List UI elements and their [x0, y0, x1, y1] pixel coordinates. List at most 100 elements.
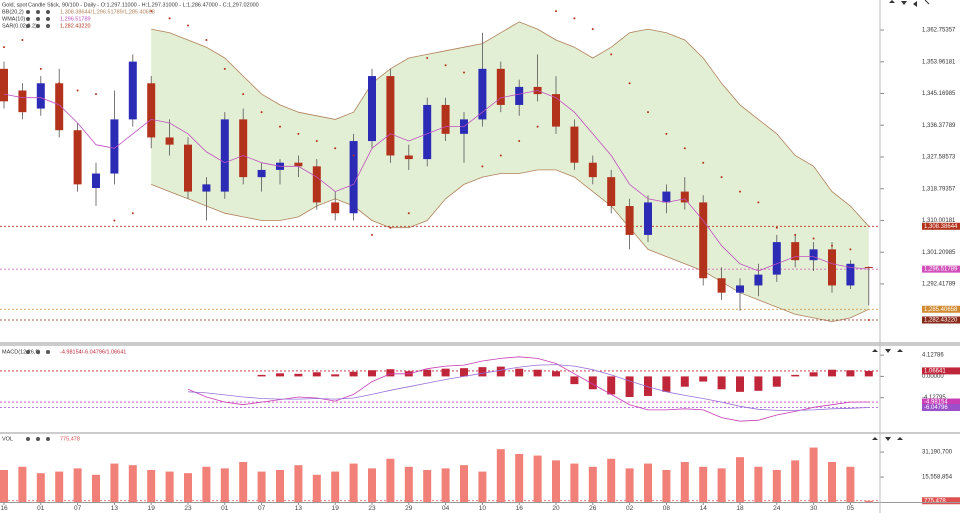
settings-button[interactable]: [46, 437, 50, 441]
x-tick-label: 07: [74, 505, 82, 512]
macd-histogram-bar: [680, 376, 689, 387]
restore-button[interactable]: [913, 1, 917, 7]
macd-histogram-bar: [588, 376, 597, 390]
toolbar: [872, 0, 930, 441]
candle-body: [515, 86, 524, 105]
legend-label: Gold, spot: [2, 2, 28, 8]
remove-button[interactable]: [36, 437, 40, 441]
x-tick-label: 23: [368, 505, 376, 512]
sar-dot: [536, 125, 539, 128]
candle-body: [349, 141, 358, 214]
remove-button[interactable]: [36, 17, 40, 21]
x-tick-label: 16: [516, 505, 524, 512]
x-tick-label: 04: [442, 505, 450, 512]
sar-dot: [3, 46, 5, 49]
macd-histogram-bar: [515, 368, 524, 377]
sar-dot: [573, 17, 576, 20]
marker-box: [922, 398, 960, 406]
macd-histogram-bar: [570, 376, 579, 385]
sar-dot: [610, 53, 613, 56]
volume-bar: [257, 471, 266, 502]
candle-body: [680, 191, 689, 203]
sar-dot: [205, 38, 208, 41]
sar-dot: [481, 165, 484, 168]
sar-dot: [223, 67, 226, 70]
sar-dot: [867, 318, 870, 321]
move-up-button[interactable]: [889, 0, 895, 3]
volume-bar: [736, 457, 744, 502]
macd-histogram-bar: [257, 374, 266, 377]
x-tick-label: 19: [332, 505, 340, 512]
sar-dot: [849, 248, 852, 251]
macd-line: [187, 356, 869, 422]
candle-body: [717, 278, 726, 293]
move-down-button[interactable]: [901, 1, 907, 5]
vol-toolbar[interactable]: [872, 437, 903, 441]
volume-bar: [202, 466, 211, 502]
macd-histogram-bar: [533, 369, 542, 377]
candle-body: [772, 242, 781, 275]
y-tick-label: 1,327.58573: [922, 155, 956, 161]
sar-dot: [775, 226, 778, 229]
sar-dot: [389, 226, 392, 229]
macd-toolbar[interactable]: [872, 349, 903, 353]
volume-bar: [349, 463, 358, 502]
marker-box: [922, 316, 960, 324]
macd-histogram-bar: [441, 368, 450, 377]
candle-body: [662, 191, 671, 203]
macd-histogram-bar: [717, 376, 726, 390]
eye-button[interactable]: [26, 24, 30, 28]
macd-histogram-bar: [294, 373, 303, 377]
candle-body: [202, 184, 211, 192]
legend-value: 1,296.51789: [60, 16, 91, 22]
volume-bar: [147, 469, 156, 502]
bollinger-lower: [151, 169, 869, 323]
sar-dot: [131, 212, 134, 215]
bollinger-upper: [151, 21, 870, 227]
macd-histogram-bar: [423, 369, 432, 377]
candle-body: [0, 68, 8, 102]
eye-button[interactable]: [26, 10, 30, 14]
volume-bar: [220, 468, 229, 502]
sar-dot: [76, 89, 79, 92]
eye-button[interactable]: [26, 437, 30, 441]
remove-button[interactable]: [36, 10, 40, 14]
sar-dot: [628, 82, 631, 85]
volume-bar: [552, 460, 560, 502]
x-tick-label: 19: [148, 505, 156, 512]
legend-value: 775,478: [60, 436, 80, 442]
sar-dot: [21, 38, 24, 41]
candle-body: [239, 119, 248, 178]
macd-histogram-bar: [552, 371, 560, 377]
legend: Gold, spot Candle Stick, 90/100 - Daily -…: [2, 2, 259, 442]
eye-button[interactable]: [26, 17, 30, 21]
settings-button[interactable]: [46, 24, 50, 28]
volume-bar: [386, 458, 395, 502]
volume-bar: [92, 474, 100, 502]
settings-button[interactable]: [46, 350, 50, 354]
sar-dot: [58, 82, 61, 85]
x-tick-label: 29: [405, 505, 413, 512]
macd-histogram-bar: [478, 367, 487, 377]
settings-button[interactable]: [46, 10, 50, 14]
candle-body: [331, 202, 340, 214]
y-tick-label: 1,336.37789: [922, 123, 956, 129]
candle-body: [699, 202, 708, 279]
macd-histogram-bar: [331, 374, 340, 377]
y-tick-label: 31,190,700: [922, 450, 953, 456]
settings-button[interactable]: [46, 17, 50, 21]
remove-button[interactable]: [36, 350, 40, 354]
plot: 1,362.75357 1,353.96181 1,345.16985 1,336.3…: [0, 10, 960, 512]
x-tick-label: 13: [111, 505, 119, 512]
candle-body: [147, 83, 156, 138]
candle-body: [92, 173, 100, 188]
marker-box: [922, 222, 960, 230]
y-tick-label: 1,318.79357: [922, 186, 956, 192]
remove-button[interactable]: [36, 24, 40, 28]
eye-button[interactable]: [26, 350, 30, 354]
sar-dot: [242, 93, 245, 96]
x-tick-label: 02: [626, 505, 634, 512]
volume-bar: [625, 468, 634, 502]
close-button[interactable]: [924, 0, 930, 5]
